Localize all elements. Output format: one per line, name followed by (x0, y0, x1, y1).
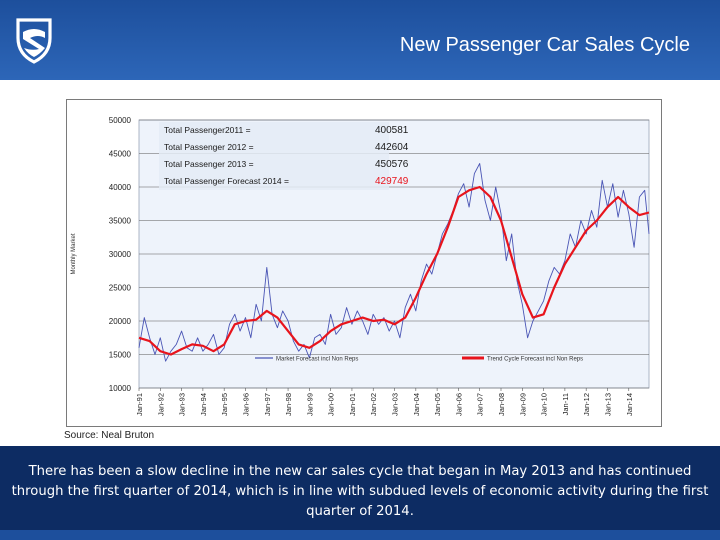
y-axis-label: Monthly Market (71, 233, 77, 274)
footer-banner: There has been a slow decline in the new… (0, 446, 720, 530)
annotation-value: 400581 (375, 125, 409, 136)
x-tick-label: Jan-12 (582, 393, 591, 416)
y-tick-label: 35000 (109, 217, 132, 226)
legend-label: Trend Cycle Forecast incl Non Reps (487, 357, 583, 363)
x-tick-label: Jan-14 (625, 393, 634, 416)
page-title: New Passenger Car Sales Cycle (399, 34, 690, 56)
x-tick-label: Jan-91 (135, 393, 144, 416)
shield-logo-icon (16, 18, 52, 64)
x-tick-label: Jan-11 (561, 393, 570, 415)
x-tick-label: Jan-01 (348, 393, 357, 416)
x-tick-label: Jan-98 (284, 393, 293, 416)
y-tick-label: 45000 (109, 150, 132, 159)
source-note: Source: Neal Bruton (64, 430, 155, 441)
y-tick-label: 25000 (109, 284, 132, 293)
x-tick-label: Jan-05 (433, 393, 442, 416)
chart-frame: 10000 15000 20000 25000 30000 35000 40000 45000… (66, 99, 662, 427)
x-tick-label: Jan-00 (327, 393, 336, 416)
y-tick-label: 30000 (109, 250, 132, 259)
x-tick-label: Jan-03 (391, 393, 400, 416)
car-sales-chart: 10000 15000 20000 25000 30000 35000 40000 45000… (71, 116, 650, 416)
x-tick-label: Jan-99 (305, 393, 314, 416)
x-tick-label: Jan-02 (369, 393, 378, 416)
x-tick-label: Jan-96 (241, 393, 250, 416)
x-tick-label: Jan-13 (603, 393, 612, 416)
bottom-strip (0, 530, 720, 540)
x-tick-label: Jan-09 (518, 393, 527, 416)
x-tick-label: Jan-08 (497, 393, 506, 416)
x-tick-label: Jan-94 (199, 393, 208, 416)
x-tick-label: Jan-07 (476, 393, 485, 416)
y-tick-label: 15000 (109, 351, 132, 360)
annotation-label: Total Passenger Forecast 2014 = (164, 176, 289, 186)
x-tick-label: Jan-97 (263, 393, 272, 416)
x-tick-label: Jan-10 (540, 393, 549, 416)
x-tick-label: Jan-93 (178, 393, 187, 416)
annotation-value: 429749 (375, 176, 409, 187)
x-tick-label: Jan-95 (220, 393, 229, 416)
y-tick-label: 10000 (109, 384, 132, 393)
annotation-label: Total Passenger 2013 = (164, 159, 254, 169)
y-tick-label: 40000 (109, 183, 132, 192)
x-tick-label: Jan-06 (454, 393, 463, 416)
trend-cycle-line (138, 185, 650, 356)
annotation-value: 442604 (375, 142, 409, 153)
legend-label: Market Forecast incl Non Reps (276, 357, 358, 363)
annotation-label: Total Passenger 2012 = (164, 142, 254, 152)
annotation-value: 450576 (375, 159, 409, 170)
y-tick-label: 20000 (109, 317, 132, 326)
header-banner: New Passenger Car Sales Cycle (0, 0, 720, 80)
x-tick-label: Jan-04 (412, 393, 421, 416)
annotation-label: Total Passenger2011 = (164, 125, 251, 135)
y-tick-label: 50000 (109, 116, 132, 125)
x-tick-label: Jan-92 (156, 393, 165, 416)
annotation-box (159, 122, 389, 190)
market-line (138, 163, 650, 362)
footer-text: There has been a slow decline in the new… (11, 464, 709, 519)
